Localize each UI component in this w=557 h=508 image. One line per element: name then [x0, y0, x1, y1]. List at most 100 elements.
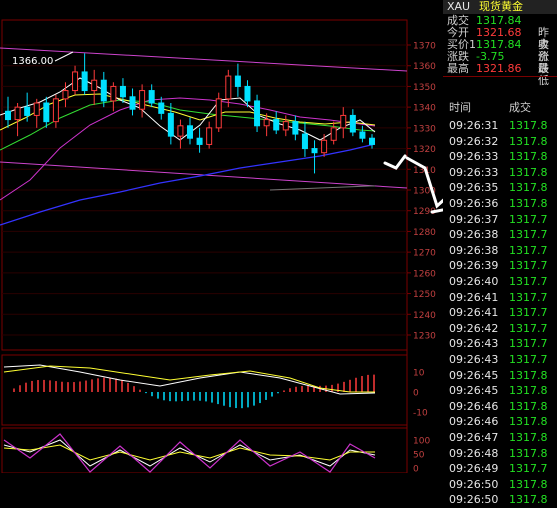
trade-time: 09:26:50 [449, 477, 499, 491]
candle-up [215, 98, 222, 129]
trade-row[interactable]: 09:26:33 1317.8 [443, 165, 557, 181]
candle-down [81, 71, 88, 92]
trade-row[interactable]: 09:26:36 1317.8 [443, 196, 557, 212]
quote-label: 买价1 [447, 38, 476, 51]
kdj-panel-frame [1, 427, 408, 473]
trade-time: 09:26:32 [449, 134, 499, 148]
trade-row[interactable]: 09:26:48 1317.8 [443, 446, 557, 462]
annotation-pointer [54, 51, 74, 62]
macd-axis: 10 0 -10 [413, 369, 428, 419]
price-tick-label: 1320 [413, 145, 436, 155]
trade-row[interactable]: 09:26:40 1317.7 [443, 274, 557, 290]
quote-value: -3.75 [476, 50, 505, 63]
trade-row[interactable]: 09:26:42 1317.7 [443, 321, 557, 337]
trade-time: 09:26:43 [449, 353, 499, 366]
trade-price: 1317.7 [509, 228, 548, 242]
macd-tick-label: 10 [413, 369, 425, 379]
kline-chart[interactable]: 1370136013501340133013201310130012901280… [0, 0, 443, 473]
trade-row[interactable]: 09:26:32 1317.8 [443, 134, 557, 150]
trade-row[interactable]: 09:26:46 1317.8 [443, 414, 557, 430]
trade-price: 1317.8 [509, 384, 548, 398]
price-tick-label: 1300 [413, 187, 436, 197]
trade-price: 1317.7 [509, 321, 548, 335]
candle-up [282, 121, 289, 131]
candle-down [311, 148, 318, 154]
ma-mid-line [0, 93, 376, 131]
trade-time: 09:26:36 [449, 197, 499, 210]
trade-row[interactable]: 09:26:43 1317.7 [443, 352, 557, 368]
trade-row[interactable]: 09:26:50 1317.8 [443, 492, 557, 508]
trade-time: 09:26:45 [449, 384, 499, 398]
trade-row[interactable]: 09:26:47 1317.8 [443, 430, 557, 446]
candle-up [321, 139, 328, 154]
candle-down [301, 133, 308, 150]
trade-row[interactable]: 09:26:31 1317.8 [443, 118, 557, 134]
trade-time: 09:26:49 [449, 462, 499, 476]
candle-down [196, 137, 203, 145]
trade-row[interactable]: 09:26:35 1317.8 [443, 180, 557, 196]
trade-time: 09:26:40 [449, 275, 499, 288]
candle-down [24, 106, 31, 116]
ma-slow-line [0, 99, 376, 151]
price-tick-label: 1230 [413, 332, 436, 342]
candle-up [72, 71, 79, 92]
trade-row[interactable]: 09:26:46 1317.8 [443, 399, 557, 415]
trade-price: 1317.7 [509, 243, 548, 257]
trade-price: 1317.7 [509, 353, 548, 366]
trade-row[interactable]: 09:26:45 1317.8 [443, 383, 557, 399]
trade-price: 1317.8 [509, 399, 548, 413]
macd-histogram [13, 374, 375, 409]
trade-price: 1317.8 [509, 368, 548, 382]
trade-row[interactable]: 09:26:39 1317.7 [443, 258, 557, 274]
trade-row[interactable]: 09:26:37 1317.7 [443, 212, 557, 228]
trade-row[interactable]: 09:26:45 1317.8 [443, 368, 557, 384]
trades-header: 时间 成交 [443, 102, 557, 114]
trade-time: 09:26:38 [449, 228, 499, 242]
trade-time: 09:26:41 [449, 290, 499, 304]
price-tick-label: 1370 [413, 42, 436, 52]
trades-col-time: 时间 [449, 101, 471, 114]
trade-time: 09:26:50 [449, 493, 499, 507]
ma-long-line [0, 97, 376, 201]
trade-time: 09:26:46 [449, 399, 499, 413]
quote-header: XAU 现货黄金 [443, 0, 557, 14]
quote-extra-label: 涨跌 [538, 50, 549, 75]
trade-row[interactable]: 09:26:38 1317.7 [443, 243, 557, 259]
symbol-name: 现货黄金 [479, 0, 523, 13]
quote-value: 1321.68 [476, 26, 522, 39]
candle-up [91, 79, 98, 92]
quote-label: 涨跌 [447, 50, 469, 63]
price-tick-label: 1290 [413, 207, 436, 217]
trade-row[interactable]: 09:26:33 1317.8 [443, 149, 557, 165]
candle-down [244, 85, 251, 102]
candle-down [167, 112, 174, 137]
trade-price: 1317.8 [509, 119, 548, 132]
price-tick-label: 1360 [413, 62, 436, 72]
candle-down [5, 110, 11, 121]
candle-down [187, 125, 193, 139]
trade-price: 1317.8 [509, 431, 548, 444]
trade-row[interactable]: 09:26:38 1317.7 [443, 227, 557, 243]
quote-extra-label: 昨收 [538, 26, 549, 51]
trade-row[interactable]: 09:26:43 1317.7 [443, 336, 557, 352]
candle-up [139, 90, 146, 110]
trade-row[interactable]: 09:26:41 1317.7 [443, 290, 557, 306]
candle-up [206, 127, 213, 145]
quote-row: 最高 1321.86 最低 [443, 63, 557, 87]
channel-upper-line [0, 47, 408, 72]
candle-up [62, 90, 69, 100]
candle-down [43, 102, 50, 123]
trade-row[interactable]: 09:26:50 1317.8 [443, 477, 557, 493]
symbol-code: XAU [447, 0, 471, 13]
trade-row[interactable]: 09:26:49 1317.7 [443, 461, 557, 477]
candle-up [33, 102, 40, 116]
price-tick-label: 1350 [413, 83, 436, 93]
trade-row[interactable]: 09:26:41 1317.7 [443, 305, 557, 321]
candle-up [263, 119, 270, 127]
candle-up [225, 75, 232, 100]
trade-price: 1317.8 [509, 493, 548, 507]
macd-dea-line [3, 365, 375, 393]
trade-price: 1317.8 [509, 181, 548, 195]
trade-time: 09:26:33 [449, 150, 499, 164]
trade-price: 1317.8 [509, 477, 548, 491]
